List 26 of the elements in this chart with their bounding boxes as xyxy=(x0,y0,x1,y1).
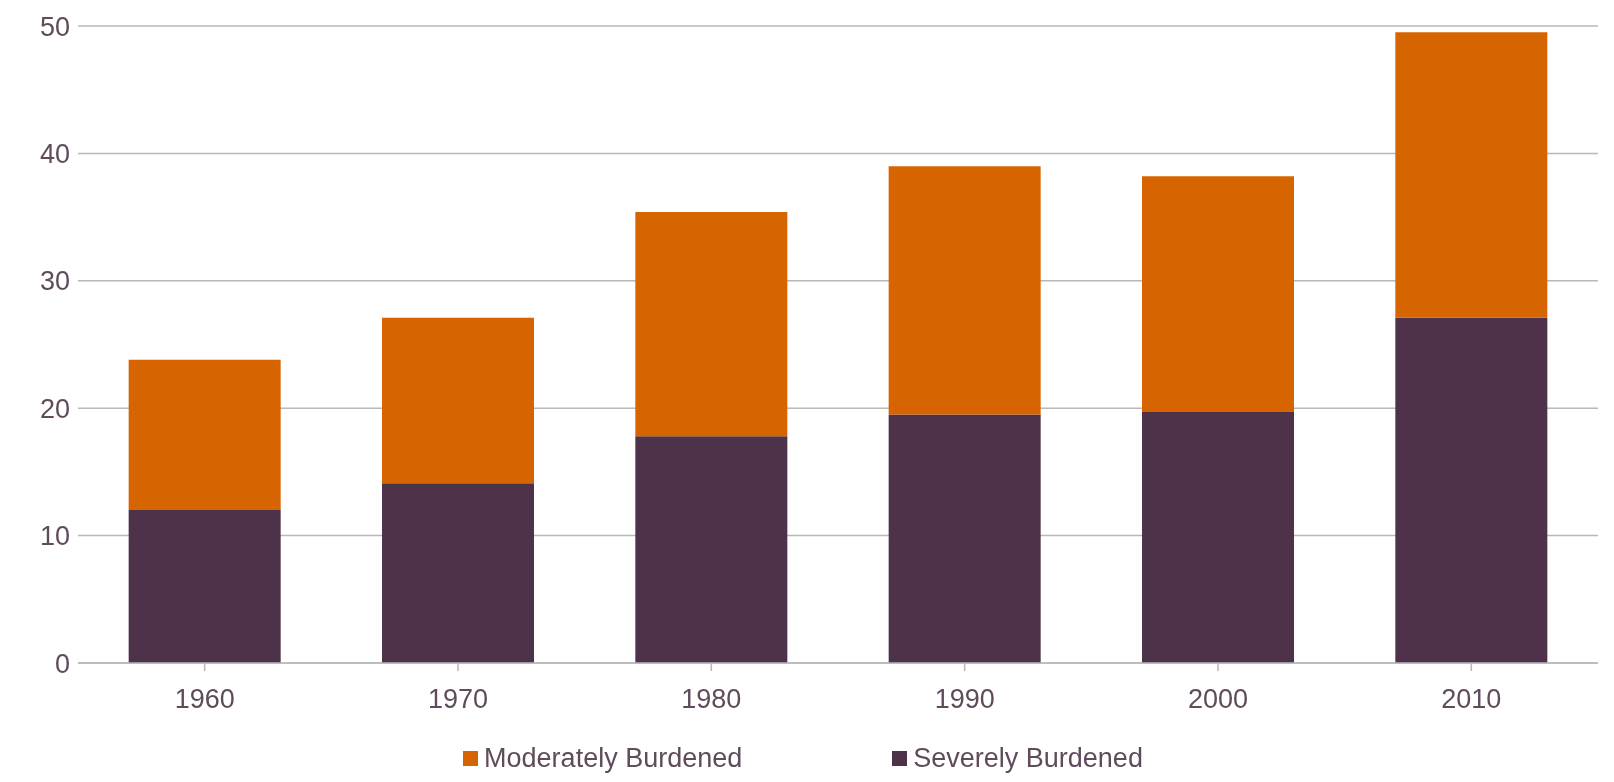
bar xyxy=(1142,412,1294,663)
bar xyxy=(1395,32,1548,318)
y-tick-label: 30 xyxy=(39,266,70,297)
x-tick-label: 1990 xyxy=(934,684,995,715)
bar xyxy=(382,483,534,663)
y-tick-label: 40 xyxy=(39,138,70,169)
bar xyxy=(128,359,281,511)
x-tick-label: 2000 xyxy=(1187,684,1249,715)
bar xyxy=(635,436,788,663)
x-tick-label: 1960 xyxy=(174,684,235,715)
x-tick-label: 1980 xyxy=(681,684,742,715)
y-tick-label: 0 xyxy=(54,648,70,679)
bar xyxy=(1142,176,1294,413)
bar xyxy=(128,510,281,663)
bar xyxy=(382,317,534,484)
bar xyxy=(635,212,788,437)
bar xyxy=(888,166,1041,415)
x-tick-label: 1970 xyxy=(427,684,489,715)
y-tick-label: 10 xyxy=(39,521,70,552)
legend-label: Severely Burdened xyxy=(912,743,1143,774)
bar xyxy=(1395,317,1548,663)
y-tick-label: 50 xyxy=(39,11,70,42)
y-tick-label: 20 xyxy=(39,393,70,424)
x-tick-label: 2010 xyxy=(1441,684,1502,715)
bar xyxy=(888,414,1041,663)
legend-label: Moderately Burdened xyxy=(483,743,743,774)
